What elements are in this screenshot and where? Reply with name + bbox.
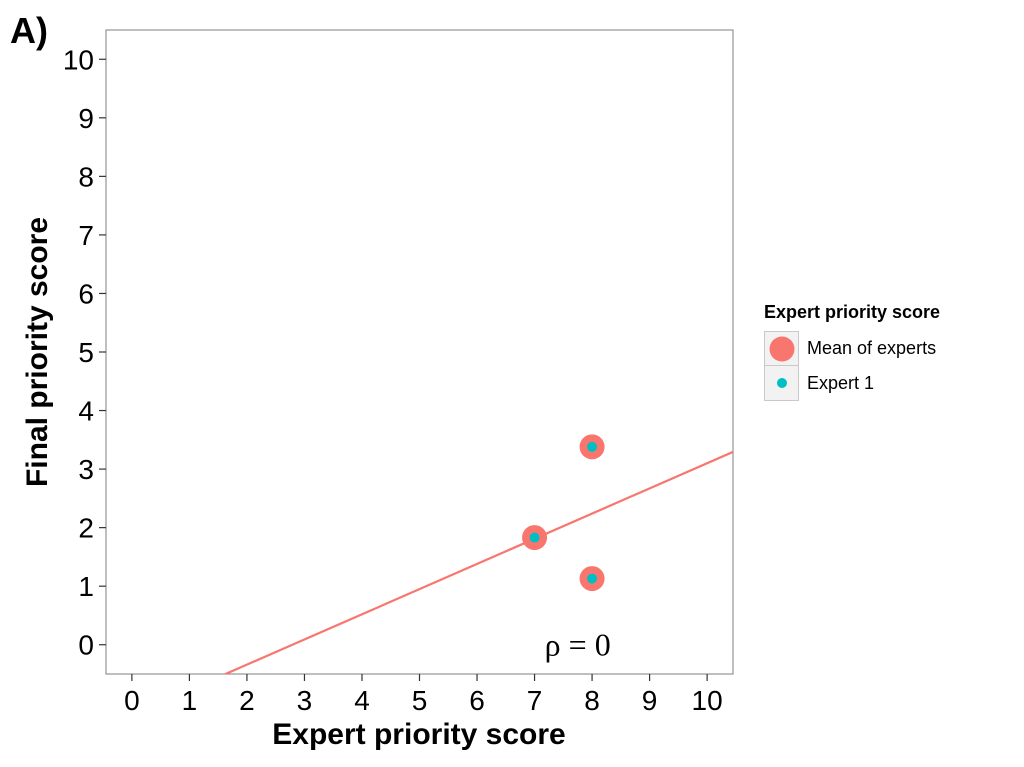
y-tick-label: 5 — [78, 337, 94, 368]
point-expert-1 — [529, 532, 540, 543]
y-tick-label: 9 — [78, 103, 94, 134]
y-tick-label: 0 — [78, 630, 94, 661]
legend-label-mean: Mean of experts — [807, 338, 937, 358]
legend: Expert priority score Mean of experts Ex… — [764, 302, 940, 401]
x-tick-label: 2 — [239, 685, 255, 716]
y-tick-label: 10 — [63, 44, 94, 75]
point-expert-1 — [587, 441, 598, 452]
axes-layer: 0 1 2 3 4 5 6 7 8 9 10 0 1 2 3 4 5 6 7 8 9 10 — [63, 29, 734, 716]
x-tick-label: 0 — [124, 685, 140, 716]
y-tick-label: 1 — [78, 571, 94, 602]
plot-frame — [105, 29, 734, 675]
legend-label-expert: Expert 1 — [807, 373, 875, 393]
point-expert-1 — [587, 573, 598, 584]
y-tick-label: 8 — [78, 161, 94, 192]
legend-key-mean — [764, 331, 799, 366]
x-tick-label: 8 — [584, 685, 600, 716]
y-axis-label: Final priority score — [21, 217, 54, 487]
x-tick-label: 6 — [469, 685, 485, 716]
y-tick-label: 2 — [78, 513, 94, 544]
x-tick-label: 10 — [692, 685, 723, 716]
legend-marker-expert — [776, 378, 787, 388]
y-tick-label: 6 — [78, 278, 94, 309]
x-tick-label: 9 — [642, 685, 658, 716]
fit-line — [222, 450, 733, 674]
x-tick-label: 5 — [412, 685, 428, 716]
x-tick-label: 7 — [527, 685, 543, 716]
y-tick-label: 7 — [78, 220, 94, 251]
panel-label: A) — [10, 10, 48, 51]
legend-item-expert: Expert 1 — [764, 366, 940, 401]
rho-annotation: ρ = 0 — [545, 627, 611, 663]
x-tick-label: 4 — [354, 685, 370, 716]
y-tick-label: 4 — [78, 396, 94, 427]
legend-key-expert — [764, 366, 799, 401]
legend-title: Expert priority score — [764, 302, 941, 322]
legend-marker-mean — [769, 336, 794, 361]
marks-layer — [222, 434, 733, 674]
y-tick-label: 3 — [78, 454, 94, 485]
x-tick-label: 1 — [182, 685, 198, 716]
x-tick-label: 3 — [297, 685, 313, 716]
legend-item-mean: Mean of experts — [764, 331, 940, 366]
x-axis-label: Expert priority score — [272, 718, 565, 751]
